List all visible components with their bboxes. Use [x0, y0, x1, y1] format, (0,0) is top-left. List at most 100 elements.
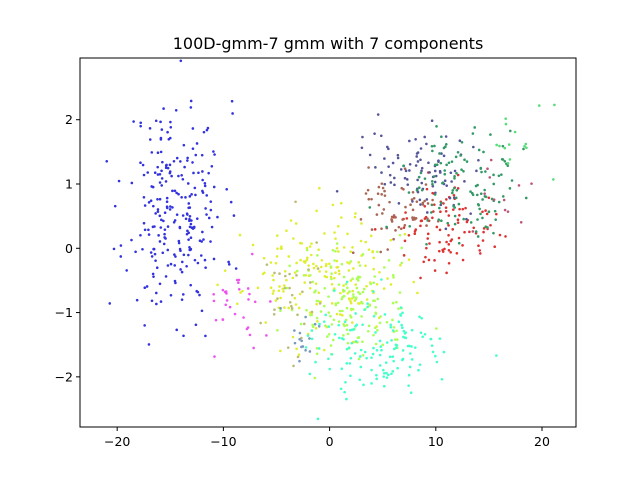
- data-point: [367, 324, 371, 328]
- data-point: [152, 204, 155, 208]
- data-point: [160, 177, 164, 180]
- data-point: [310, 337, 314, 341]
- data-point: [392, 237, 395, 241]
- data-point: [359, 239, 363, 243]
- data-point: [346, 341, 350, 345]
- data-point: [430, 344, 434, 347]
- data-point: [433, 259, 436, 262]
- data-point: [350, 328, 354, 332]
- x-tick-label: 10: [428, 434, 444, 449]
- data-point: [386, 277, 389, 280]
- data-point: [376, 328, 379, 332]
- data-point: [431, 182, 434, 186]
- data-point: [330, 272, 333, 275]
- data-point: [461, 207, 465, 211]
- data-point: [308, 372, 312, 376]
- data-point: [369, 282, 373, 286]
- data-point: [342, 323, 345, 326]
- data-point: [337, 250, 340, 253]
- data-point: [189, 99, 193, 103]
- data-point: [334, 237, 337, 240]
- data-point: [489, 158, 493, 162]
- data-point: [356, 279, 360, 282]
- data-point: [396, 153, 400, 157]
- data-point: [450, 180, 453, 183]
- data-point: [272, 278, 275, 282]
- data-point: [382, 371, 386, 375]
- data-point: [288, 264, 291, 268]
- data-point: [477, 244, 480, 248]
- data-point: [433, 180, 437, 184]
- data-point: [317, 324, 321, 328]
- data-point: [432, 175, 436, 178]
- data-point: [194, 323, 198, 327]
- data-point: [385, 225, 388, 229]
- data-point: [501, 195, 505, 198]
- data-point: [293, 341, 297, 345]
- data-point: [437, 160, 440, 163]
- data-point: [201, 170, 204, 173]
- data-point: [151, 185, 155, 189]
- data-point: [412, 280, 416, 284]
- data-point: [193, 258, 197, 262]
- data-point: [371, 249, 375, 253]
- data-point: [423, 332, 427, 336]
- data-point: [221, 318, 225, 321]
- data-point: [200, 240, 203, 243]
- data-point: [148, 138, 152, 141]
- data-point: [523, 145, 526, 148]
- data-point: [212, 293, 215, 296]
- data-point: [265, 263, 269, 266]
- data-point: [379, 315, 382, 318]
- data-point: [437, 218, 441, 221]
- data-point: [223, 290, 227, 294]
- data-point: [447, 243, 451, 246]
- plot-frame: [79, 57, 577, 428]
- data-point: [331, 203, 335, 207]
- data-point: [383, 157, 386, 160]
- data-point: [276, 297, 279, 300]
- data-point: [489, 223, 492, 227]
- data-point: [374, 342, 378, 346]
- data-point: [435, 360, 439, 364]
- data-point: [425, 187, 429, 191]
- data-point: [375, 373, 378, 377]
- data-point: [182, 293, 185, 296]
- data-point: [375, 213, 379, 216]
- data-point: [349, 299, 352, 303]
- data-point: [427, 161, 430, 165]
- data-point: [393, 183, 396, 187]
- data-point: [274, 261, 278, 265]
- data-point: [209, 240, 212, 243]
- data-point: [279, 349, 282, 353]
- data-point: [315, 264, 318, 268]
- data-point: [373, 299, 376, 303]
- data-point: [433, 269, 437, 272]
- data-point: [175, 328, 179, 332]
- data-point: [461, 258, 465, 262]
- data-point: [180, 298, 184, 301]
- data-point: [175, 213, 179, 216]
- data-point: [335, 246, 339, 250]
- data-point: [492, 173, 495, 177]
- data-point: [298, 292, 302, 296]
- x-tick-label: 20: [534, 434, 550, 449]
- data-point: [345, 362, 349, 365]
- data-point: [178, 225, 182, 229]
- data-point: [313, 322, 317, 326]
- data-point: [154, 119, 158, 123]
- data-point: [469, 212, 472, 215]
- data-point: [327, 325, 331, 328]
- data-point: [361, 135, 364, 139]
- data-point: [390, 338, 393, 342]
- data-point: [337, 283, 341, 286]
- data-point: [145, 285, 149, 288]
- data-point: [179, 59, 183, 63]
- data-point: [473, 126, 477, 129]
- data-point: [345, 347, 349, 351]
- data-point: [354, 212, 357, 215]
- data-point: [416, 291, 419, 295]
- data-point: [441, 181, 444, 185]
- data-point: [225, 188, 228, 191]
- data-point: [440, 219, 443, 222]
